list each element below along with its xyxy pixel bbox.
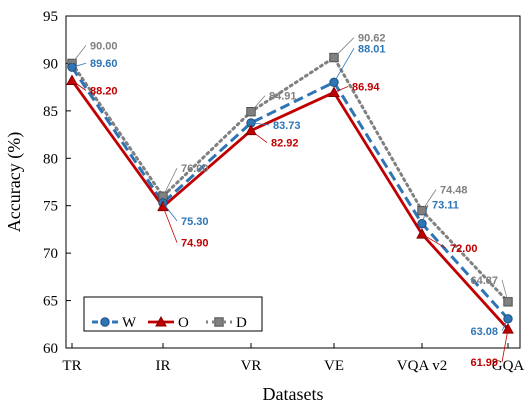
callout-leader xyxy=(162,206,178,243)
callout-leader xyxy=(71,80,87,91)
callout-leader xyxy=(250,95,266,112)
y-axis: 60 65 70 75 80 85 90 95 xyxy=(43,9,71,357)
x-tick-label: IR xyxy=(156,358,171,374)
y-tick-label: 70 xyxy=(43,246,58,262)
x-tick-label: TR xyxy=(62,358,81,374)
callout-leader xyxy=(162,168,178,197)
series-line-D xyxy=(70,56,510,304)
callout-leader xyxy=(501,329,509,363)
y-tick-label: 95 xyxy=(43,9,58,25)
x-axis: TR IR VR VE VQA v2 GQA xyxy=(62,343,524,374)
x-tick-label: VE xyxy=(324,358,344,374)
data-label-O: 74.90 xyxy=(181,238,209,250)
data-label-D: 90.00 xyxy=(90,40,118,52)
callout-leader xyxy=(333,37,355,58)
series-line-O xyxy=(70,79,510,331)
callout-leader xyxy=(250,122,270,126)
legend-label-O: O xyxy=(178,315,189,331)
legend-label-D: D xyxy=(236,315,247,331)
callout-leader xyxy=(71,45,87,64)
data-label-O: 61.99 xyxy=(470,357,498,369)
legend-marker-D xyxy=(214,317,224,327)
y-tick-label: 80 xyxy=(43,151,58,167)
data-label-W: 88.01 xyxy=(358,43,386,55)
callout-leader xyxy=(421,233,447,249)
data-label-callouts: 89.60 75.30 83.73 88.01 73.11 63.08 88.20 74.90… xyxy=(71,33,509,369)
y-tick-label: 60 xyxy=(43,341,58,357)
data-label-D: 74.48 xyxy=(440,185,468,197)
y-tick-label: 85 xyxy=(43,104,58,120)
data-label-O: 82.92 xyxy=(271,138,299,150)
callout-leader xyxy=(333,86,349,93)
series-lines xyxy=(70,56,510,331)
y-axis-title: Accuracy (%) xyxy=(4,132,25,232)
legend-marker-O xyxy=(155,315,167,327)
data-label-D: 64.87 xyxy=(470,275,498,287)
callout-leader xyxy=(250,130,268,143)
data-point-D xyxy=(503,297,513,307)
x-tick-label: VR xyxy=(241,358,262,374)
y-tick-label: 65 xyxy=(43,294,58,310)
callout-leader xyxy=(421,189,437,211)
data-label-W: 73.11 xyxy=(432,200,459,212)
callout-leader xyxy=(421,204,429,224)
y-tick-label: 90 xyxy=(43,56,58,72)
data-label-W: 83.73 xyxy=(273,120,301,132)
callout-leader xyxy=(501,279,509,302)
plot-area xyxy=(65,15,521,349)
callout-leader xyxy=(501,318,509,331)
data-label-O: 86.94 xyxy=(352,81,380,93)
legend-marker-W xyxy=(100,317,110,327)
data-label-D: 90.62 xyxy=(358,33,386,45)
callout-leader xyxy=(162,202,178,222)
series-line-W xyxy=(70,66,510,320)
callout-leader xyxy=(71,62,87,68)
callout-leader xyxy=(333,48,355,83)
legend-label-W: W xyxy=(122,315,137,331)
data-label-D: 76.00 xyxy=(181,163,209,175)
data-label-W: 75.30 xyxy=(181,216,209,228)
x-tick-label: GQA xyxy=(492,358,525,374)
legend-box xyxy=(83,296,263,332)
data-label-D: 84.91 xyxy=(269,91,297,103)
data-label-W: 89.60 xyxy=(90,58,118,70)
data-label-O: 88.20 xyxy=(90,86,118,98)
data-label-O: 72.00 xyxy=(450,243,478,255)
data-point-O xyxy=(502,323,514,334)
data-point-O xyxy=(328,86,340,97)
x-axis-title: Datasets xyxy=(263,384,324,404)
data-label-W: 63.08 xyxy=(470,326,498,338)
y-tick-label: 75 xyxy=(43,199,58,215)
x-tick-label: VQA v2 xyxy=(397,358,447,374)
